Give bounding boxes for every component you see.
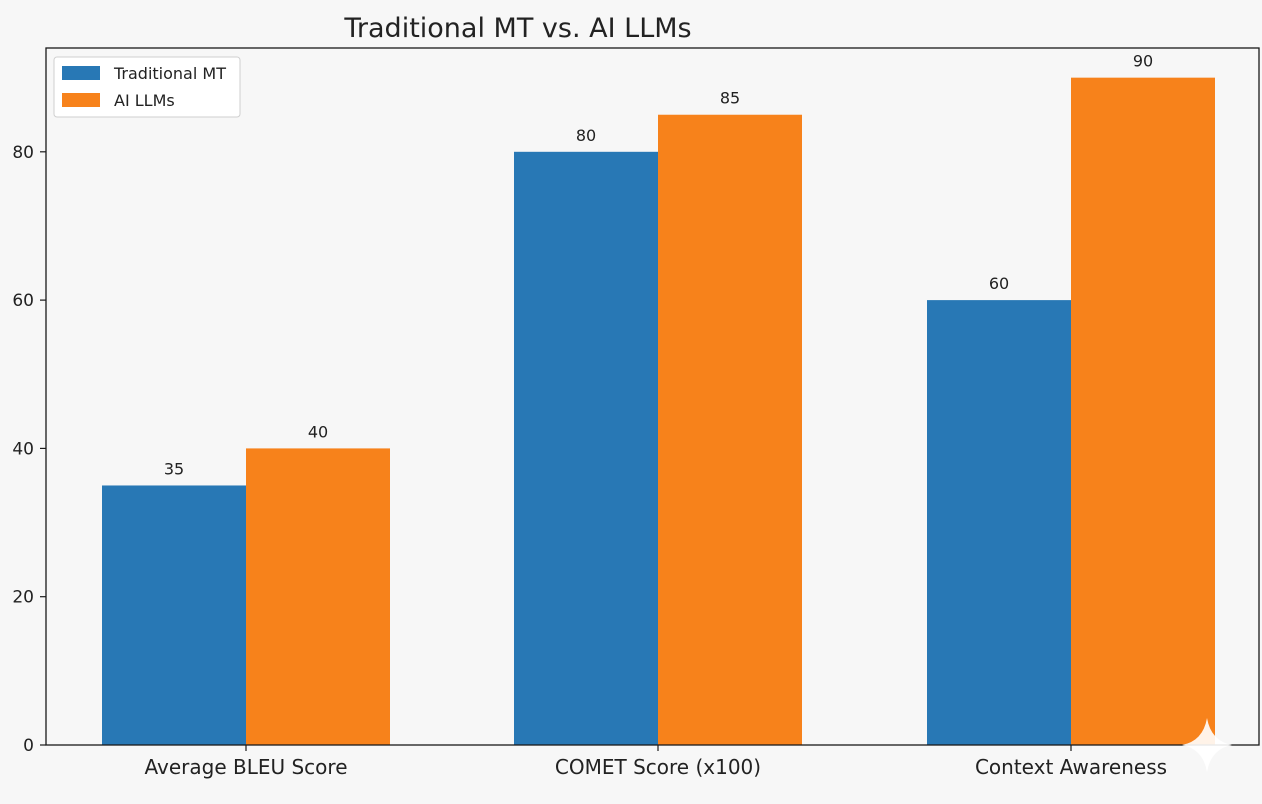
data-labels-layer: 35 80 60 40 85 90 <box>164 52 1153 479</box>
bar-traditional-mt-comet-score-x100 <box>514 151 658 745</box>
bar-ai-llms-average-bleu-score <box>246 448 390 745</box>
legend: Traditional MT AI LLMs <box>53 56 241 118</box>
plot-frame <box>45 47 1260 746</box>
data-label-traditional-mt-average-bleu-score: 35 <box>164 459 184 478</box>
data-label-traditional-mt-context-awareness: 60 <box>989 274 1009 293</box>
y-tick-label: 80 <box>12 143 34 163</box>
bar-ai-llms-comet-score-x100 <box>658 114 802 746</box>
y-tick-label: 0 <box>23 736 34 756</box>
x-tick-label-comet-score-x100: COMET Score (x100) <box>555 755 761 779</box>
y-tick-label: 40 <box>12 439 34 459</box>
data-label-ai-llms-context-awareness: 90 <box>1133 52 1153 71</box>
bar-traditional-mt-context-awareness <box>927 300 1071 745</box>
x-tick-label-context-awareness: Context Awareness <box>975 755 1167 779</box>
axes-layer: 0 20 40 60 80 Average BLEU Score COMET Score (… <box>12 47 1260 779</box>
legend-swatch-traditional-mt <box>62 66 100 80</box>
data-label-traditional-mt-comet-score-x100: 80 <box>576 126 596 145</box>
legend-label-ai-llms: AI LLMs <box>114 91 175 110</box>
legend-label-traditional-mt: Traditional MT <box>113 64 226 83</box>
legend-box <box>53 56 241 118</box>
bars-layer <box>102 77 1215 746</box>
legend-swatch-ai-llms <box>62 93 100 107</box>
chart-title: Traditional MT vs. AI LLMs <box>343 13 691 44</box>
y-tick-label: 20 <box>12 588 34 608</box>
x-tick-label-average-bleu-score: Average BLEU Score <box>145 755 348 779</box>
y-tick-label: 60 <box>12 291 34 311</box>
sparkle-icon <box>1182 718 1232 772</box>
data-label-ai-llms-comet-score-x100: 85 <box>720 89 740 108</box>
bar-traditional-mt-average-bleu-score <box>102 485 246 745</box>
bar-ai-llms-context-awareness <box>1071 77 1215 746</box>
data-label-ai-llms-average-bleu-score: 40 <box>308 422 328 441</box>
